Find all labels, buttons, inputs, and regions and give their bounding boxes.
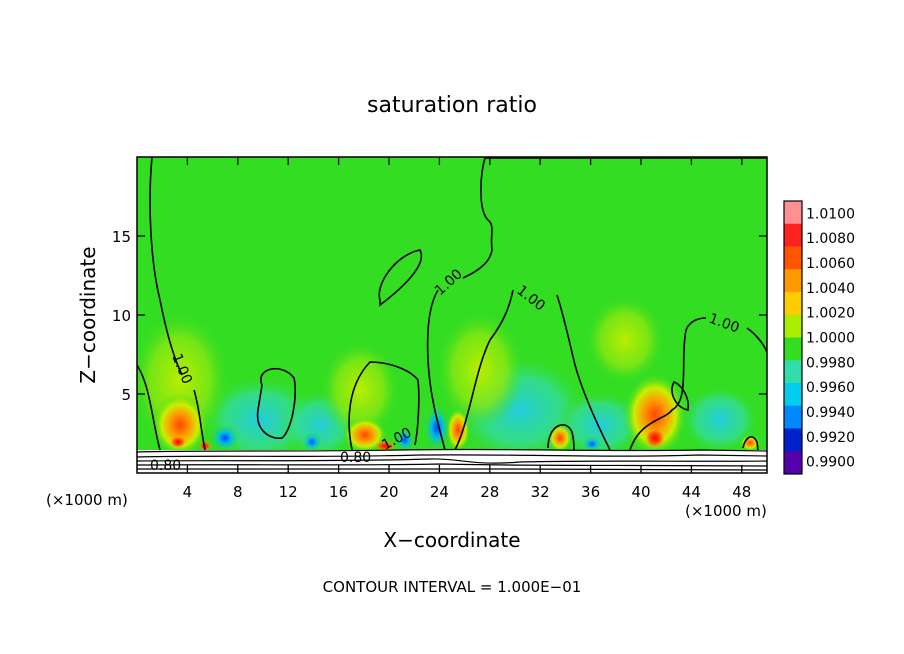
- colorbar-level-label: 0.9940: [806, 405, 855, 421]
- colorbar-swatch: [784, 269, 802, 293]
- x-axis: 4 8 12 16 20 24 28 32 36 40 44 48: [183, 157, 751, 501]
- cold-region: [582, 436, 602, 452]
- contour-line: [426, 157, 767, 451]
- contour-line: [137, 458, 767, 464]
- contour-line: [348, 361, 420, 451]
- colorbar-level-label: 0.9960: [806, 380, 855, 396]
- colorbar-frame: [783, 200, 803, 475]
- x-tick-label: 24: [430, 483, 449, 501]
- contour-line: [746, 327, 767, 353]
- contour-line: [454, 289, 514, 451]
- hot-region: [623, 373, 687, 457]
- contour-line: [556, 294, 611, 451]
- x-tick-label: 32: [531, 483, 550, 501]
- contour-line: [137, 448, 767, 453]
- colorbar-level-label: 1.0040: [806, 281, 855, 297]
- contour-label: 0.80: [150, 458, 181, 474]
- colorbar-swatch: [784, 223, 802, 247]
- colorbar-level-label: 1.0100: [806, 206, 855, 222]
- contour-line: [137, 463, 767, 467]
- colorbar-level-label: 0.9920: [806, 430, 855, 446]
- x-tick-label: 28: [480, 483, 499, 501]
- warm-region: [585, 295, 665, 385]
- red-spot: [170, 436, 186, 448]
- x-axis-label: X−coordinate: [383, 528, 520, 552]
- y-tick-label: 5: [121, 386, 131, 404]
- x-tick-label: 16: [329, 483, 348, 501]
- colorbar: 1.0100 1.0080 1.0060 1.0040 1.0020 1.0000 0.99…: [783, 200, 855, 475]
- y-tick-label: 15: [112, 228, 131, 246]
- x-tick-label: 4: [183, 483, 193, 501]
- contour-line: [149, 157, 206, 451]
- y-axis: 5 10 15: [112, 228, 767, 404]
- red-spot: [375, 441, 395, 451]
- colorbar-swatch: [784, 292, 802, 316]
- contour-line: [137, 364, 161, 451]
- contour-line: [629, 317, 707, 451]
- y-axis-label: Z−coordinate: [76, 246, 100, 383]
- contour-label: 0.80: [340, 450, 371, 466]
- contour-line: [742, 436, 759, 451]
- colorbar-level-label: 1.0080: [806, 231, 855, 247]
- colorbar-level-label: 1.0000: [806, 331, 855, 347]
- colorbar-swatch: [784, 383, 802, 407]
- contour-line: [137, 468, 767, 471]
- contour-line: [547, 424, 575, 451]
- hot-region: [152, 393, 208, 457]
- x-tick-label: 36: [581, 483, 600, 501]
- contour-line: [378, 249, 423, 307]
- contour-line: [256, 367, 297, 439]
- cool-region: [555, 390, 645, 460]
- colorbar-level-label: 0.9900: [806, 455, 855, 471]
- x-tick-label: 12: [279, 483, 298, 501]
- contour-line: [671, 381, 690, 411]
- colorbar-level-label: 1.0060: [806, 256, 855, 272]
- plot-area: 1.00 1.00 1.00 1.00 1.00 0.80 0.80: [137, 157, 767, 474]
- colorbar-swatch: [784, 201, 802, 225]
- x-tick-label: 44: [682, 483, 701, 501]
- colorbar-swatch: [784, 451, 802, 475]
- cold-region: [210, 424, 240, 452]
- hot-region: [548, 424, 572, 452]
- colorbar-swatch: [784, 405, 802, 429]
- chart-title: saturation ratio: [367, 93, 537, 118]
- colorbar-swatch: [784, 360, 802, 384]
- contour-interval-note: CONTOUR INTERVAL = 1.000E−01: [323, 578, 582, 596]
- colorbar-swatch: [784, 314, 802, 338]
- contour-line: [137, 454, 767, 458]
- red-spot: [645, 428, 665, 448]
- y-tick-label: 10: [112, 307, 131, 325]
- x-tick-label: 48: [732, 483, 751, 501]
- cool-region: [680, 385, 760, 455]
- x-unit-right: (×1000 m): [685, 502, 767, 520]
- hot-region: [446, 408, 470, 452]
- colorbar-swatch: [784, 428, 802, 452]
- cold-region: [395, 428, 415, 452]
- colorbar-swatch: [784, 246, 802, 270]
- x-tick-label: 20: [379, 483, 398, 501]
- x-tick-label: 8: [233, 483, 243, 501]
- cold-region: [302, 432, 322, 452]
- colorbar-swatch: [784, 337, 802, 361]
- warm-region: [320, 340, 400, 440]
- contours: [137, 157, 767, 471]
- colorbar-level-label: 1.0020: [806, 306, 855, 322]
- x-unit-left: (×1000 m): [46, 491, 128, 509]
- colorbar-level-label: 0.9980: [806, 355, 855, 371]
- cold-region: [423, 404, 451, 452]
- x-tick-label: 40: [631, 483, 650, 501]
